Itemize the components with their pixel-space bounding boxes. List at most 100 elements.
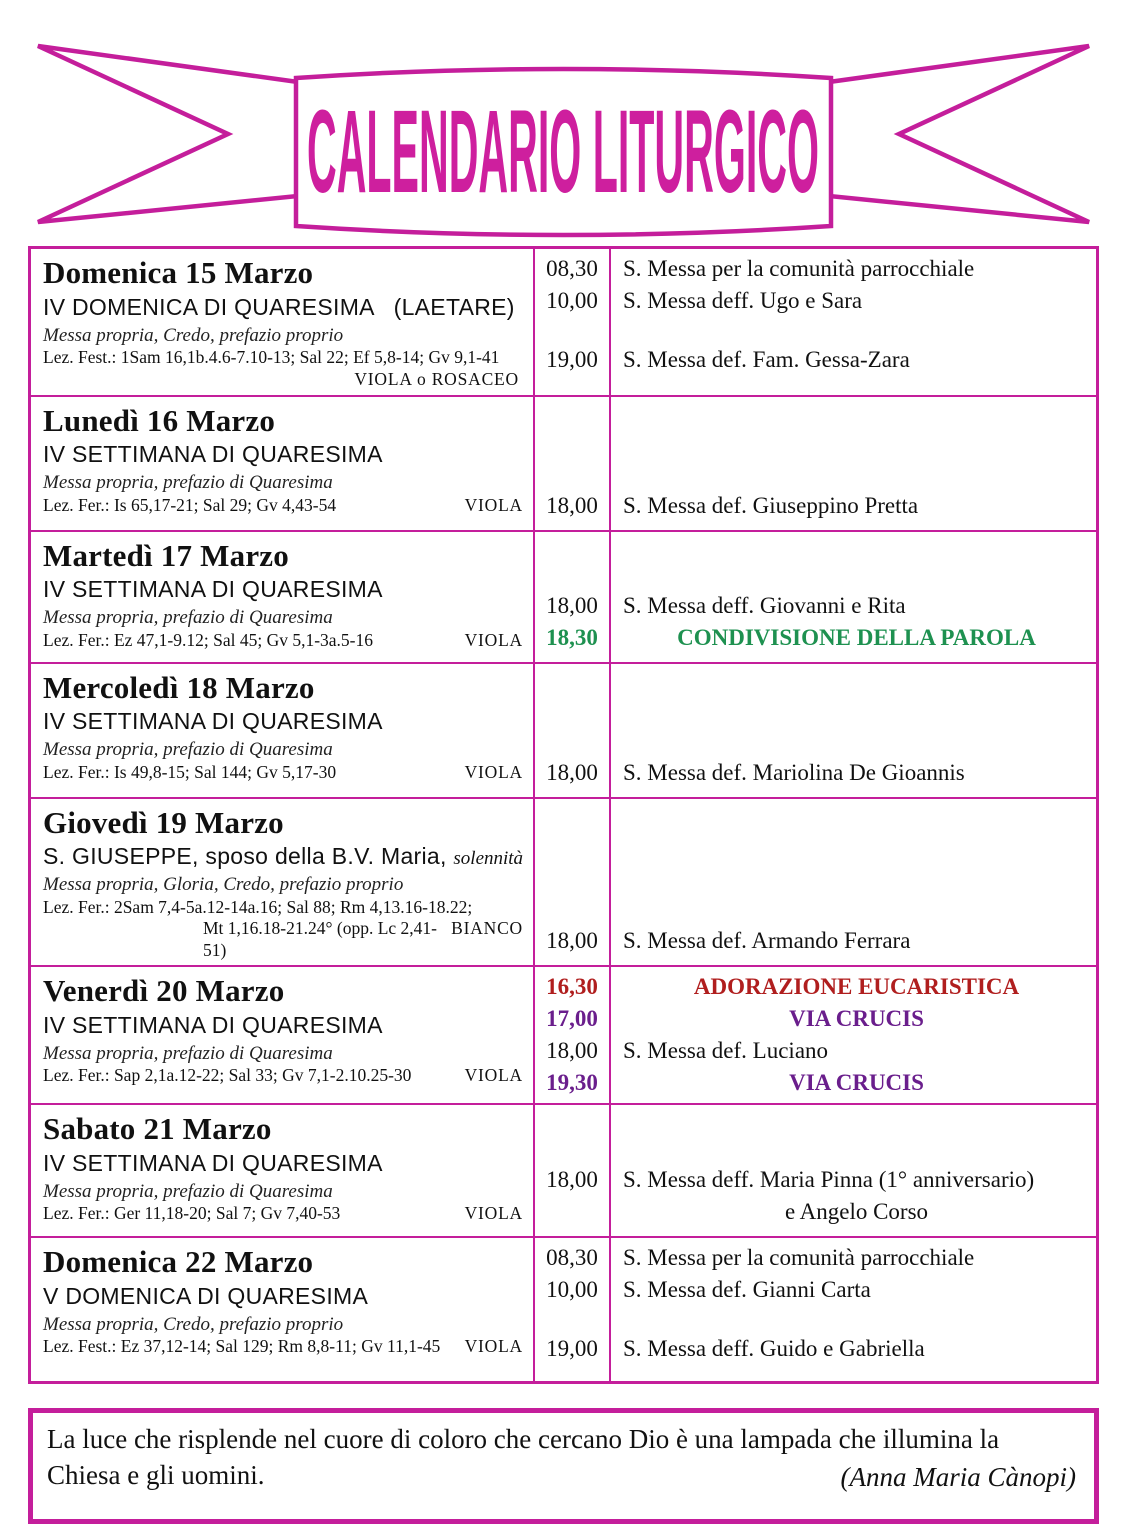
- banner-title: CALENDARIO LITURGICO: [307, 86, 819, 218]
- day-info-cell: Mercoledì 18 Marzo IV SETTIMANA DI QUARE…: [31, 663, 535, 797]
- event-time: 18,00: [546, 759, 598, 785]
- day-row: Martedì 17 Marzo IV SETTIMANA DI QUARESI…: [31, 531, 1096, 664]
- day-readings-line: Lez. Fer.: 2Sam 7,4-5a.12-14a.16; Sal 88…: [43, 897, 525, 918]
- event-description: ADORAZIONE EUCARISTICA: [693, 973, 1020, 999]
- times-cell: 08,30 10,00 19,00: [535, 249, 611, 395]
- event-time: 08,30: [546, 256, 598, 281]
- day-readings: Lez. Fer.: Ger 11,18-20; Sal 7; Gv 7,40-…: [43, 1203, 341, 1224]
- day-rubric: Messa propria, prefazio di Quaresima: [43, 472, 333, 494]
- day-subtitle: IV SETTIMANA DI QUARESIMA: [43, 1149, 525, 1177]
- day-row: Sabato 21 Marzo IV SETTIMANA DI QUARESIM…: [31, 1104, 1096, 1238]
- day-readings: Lez. Fer.: Is 49,8-15; Sal 144; Gv 5,17-…: [43, 761, 337, 782]
- day-readings: Lez. Fer.: Sap 2,1a.12-22; Sal 33; Gv 7,…: [43, 1065, 412, 1086]
- day-info-cell: Martedì 17 Marzo IV SETTIMANA DI QUARESI…: [31, 531, 535, 662]
- times-cell: 18,00: [535, 396, 611, 530]
- day-row: Domenica 22 Marzo V DOMENICA DI QUARESIM…: [31, 1237, 1096, 1381]
- masses-cell: S. Messa deff. Maria Pinna (1° anniversa…: [611, 1105, 1096, 1236]
- day-rubric: Messa propria, prefazio di Quaresima: [43, 1180, 333, 1202]
- day-info-cell: Domenica 15 Marzo IV DOMENICA DI QUARESI…: [31, 249, 535, 395]
- banner-ribbon: CALENDARIO LITURGICO: [37, 43, 1090, 238]
- quote-text: La luce che risplende nel cuore di color…: [47, 1423, 1000, 1490]
- day-title: Martedì 17 Marzo: [43, 537, 289, 573]
- event-description: VIA CRUCIS: [789, 1005, 924, 1031]
- day-subtitle-note: solennità: [453, 848, 524, 870]
- event-description: CONDIVISIONE DELLA PAROLA: [677, 624, 1036, 650]
- event-time: 10,00: [546, 1276, 598, 1302]
- day-readings-line: Lez. Fest.: Ez 37,12-14; Sal 129; Rm 8,8…: [43, 1336, 525, 1357]
- day-row: Giovedì 19 Marzo S. GIUSEPPE, sposo dell…: [31, 798, 1096, 967]
- day-subtitle-text: IV SETTIMANA DI QUARESIMA: [43, 1149, 383, 1176]
- event-time: 19,30: [546, 1069, 598, 1095]
- liturgical-color-note: VIOLA: [464, 1336, 523, 1357]
- day-subtitle: S. GIUSEPPE, sposo della B.V. Maria, sol…: [43, 842, 525, 870]
- day-subtitle: IV SETTIMANA DI QUARESIMA: [43, 1011, 525, 1039]
- masses-cell: S. Messa per la comunità parrocchiale S. …: [611, 249, 1096, 395]
- day-info-cell: Sabato 21 Marzo IV SETTIMANA DI QUARESIM…: [31, 1104, 535, 1236]
- day-subtitle-text: V DOMENICA DI QUARESIMA: [43, 1282, 369, 1309]
- day-readings-line: Lez. Fer.: Sap 2,1a.12-22; Sal 33; Gv 7,…: [43, 1065, 525, 1086]
- event-description: S. Messa deff. Maria Pinna (1° anniversa…: [623, 1166, 1035, 1192]
- event-description: e Angelo Corso: [784, 1198, 929, 1224]
- event-description: S. Messa def. Giuseppino Pretta: [623, 492, 919, 518]
- event-time: 19,00: [546, 347, 598, 372]
- event-time: 18,30: [546, 624, 598, 650]
- event-description: S. Messa def. Fam. Gessa-Zara: [623, 347, 910, 372]
- event-time: 18,00: [546, 1037, 598, 1063]
- day-title: Lunedì 16 Marzo: [43, 402, 276, 438]
- day-row: Domenica 15 Marzo IV DOMENICA DI QUARESI…: [31, 249, 1096, 397]
- day-row: Mercoledì 18 Marzo IV SETTIMANA DI QUARE…: [31, 663, 1096, 799]
- day-subtitle: IV SETTIMANA DI QUARESIMA: [43, 440, 525, 468]
- day-title: Domenica 22 Marzo: [43, 1243, 314, 1279]
- event-description: S. Messa per la comunità parrocchiale: [623, 1244, 975, 1270]
- event-time: 18,00: [546, 1166, 598, 1192]
- day-readings: Lez. Fest.: Ez 37,12-14; Sal 129; Rm 8,8…: [43, 1336, 441, 1357]
- times-cell: 18,00: [535, 1104, 611, 1236]
- day-subtitle: IV SETTIMANA DI QUARESIMA: [43, 575, 525, 603]
- liturgical-color-note: VIOLA: [464, 1065, 523, 1086]
- event-description: S. Messa deff. Ugo e Sara: [623, 288, 863, 313]
- times-cell: 16,30 17,00 18,00 19,30: [535, 966, 611, 1103]
- day-readings-line: Lez. Fer.: Ez 47,1-9.12; Sal 45; Gv 5,1-…: [43, 630, 525, 651]
- day-subtitle-text: IV SETTIMANA DI QUARESIMA: [43, 576, 383, 603]
- quote-author: (Anna Maria Cànopi): [840, 1461, 1077, 1492]
- masses-cell: S. Messa def. Mariolina De Gioannis: [611, 664, 1096, 797]
- times-cell: 08,30 10,00 19,00: [535, 1237, 611, 1381]
- times-cell: 18,00: [535, 663, 611, 797]
- day-subtitle: IV DOMENICA DI QUARESIMA (LAETARE): [43, 293, 525, 321]
- event-description: S. Messa deff. Giovanni e Rita: [623, 592, 906, 618]
- masses-cell: S. Messa per la comunità parrocchiale S. …: [611, 1238, 1096, 1381]
- ribbon-right-tail: [826, 43, 1090, 225]
- banner: CALENDARIO LITURGICO: [0, 0, 1127, 240]
- event-description: S. Messa deff. Guido e Gabriella: [623, 1335, 925, 1361]
- masses-cell: S. Messa def. Armando Ferrara: [611, 799, 1096, 965]
- times-cell: 18,00: [535, 798, 611, 965]
- day-row: Venerdì 20 Marzo IV SETTIMANA DI QUARESI…: [31, 966, 1096, 1105]
- day-rubric: Messa propria, prefazio di Quaresima: [43, 607, 333, 629]
- day-rubric: Messa propria, Credo, prefazio proprio: [43, 324, 344, 346]
- day-rubric: Messa propria, prefazio di Quaresima: [43, 739, 333, 761]
- day-title: Giovedì 19 Marzo: [43, 804, 284, 840]
- masses-cell: ADORAZIONE EUCARISTICA VIA CRUCIS S. Messa…: [611, 967, 1096, 1103]
- event-time: 18,00: [546, 592, 598, 618]
- day-title: Domenica 15 Marzo: [43, 255, 314, 290]
- event-time: 18,00: [546, 492, 598, 518]
- day-readings-line: Lez. Fest.: 1Sam 16,1b.4.6-7.10-13; Sal …: [43, 347, 525, 368]
- event-time: 16,30: [546, 973, 598, 999]
- day-title: Sabato 21 Marzo: [43, 1110, 272, 1146]
- day-readings: Lez. Fer.: 2Sam 7,4-5a.12-14a.16; Sal 88…: [43, 896, 473, 917]
- day-rubric: Messa propria, Gloria, Credo, prefazio p…: [43, 874, 404, 896]
- liturgical-color-note: VIOLA o ROSACEO: [354, 368, 519, 389]
- day-rubric: Messa propria, prefazio di Quaresima: [43, 1042, 333, 1064]
- day-info-cell: Domenica 22 Marzo V DOMENICA DI QUARESIM…: [31, 1237, 535, 1381]
- day-title: Venerdì 20 Marzo: [43, 972, 285, 1008]
- liturgical-color-note: VIOLA: [464, 1203, 523, 1224]
- day-readings: Lez. Fer.: Ez 47,1-9.12; Sal 45; Gv 5,1-…: [43, 629, 374, 650]
- day-readings-line: Lez. Fer.: Is 65,17-21; Sal 29; Gv 4,43-…: [43, 495, 525, 516]
- liturgical-color-note: VIOLA: [464, 629, 523, 650]
- day-subtitle-text: IV DOMENICA DI QUARESIMA (LAETARE): [43, 293, 515, 320]
- day-subtitle: V DOMENICA DI QUARESIMA: [43, 1282, 525, 1310]
- times-cell: 18,00 18,30: [535, 531, 611, 662]
- day-info-cell: Giovedì 19 Marzo S. GIUSEPPE, sposo dell…: [31, 798, 535, 965]
- event-description: S. Messa def. Gianni Carta: [623, 1276, 871, 1302]
- day-title: Mercoledì 18 Marzo: [43, 669, 315, 705]
